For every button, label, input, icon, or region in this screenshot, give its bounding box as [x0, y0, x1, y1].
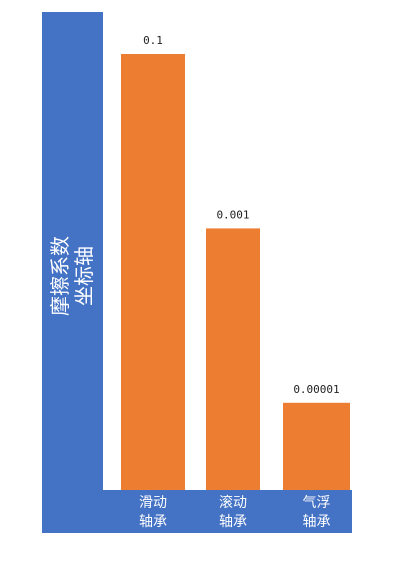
- bar: [206, 228, 260, 490]
- value-label: 0.1: [143, 34, 163, 47]
- x-tick-label: 滚动 轴承: [219, 495, 247, 530]
- bar: [283, 402, 350, 490]
- y-axis-label: 摩擦系数 坐标轴: [48, 236, 96, 316]
- bar: [121, 54, 185, 490]
- y-axis-bar: [42, 12, 103, 533]
- value-label: 0.00001: [293, 383, 339, 396]
- value-label: 0.001: [216, 208, 249, 221]
- x-axis-bar: [103, 490, 352, 533]
- x-tick-label: 气浮 轴承: [302, 495, 331, 530]
- x-tick-label: 滑动 轴承: [139, 495, 167, 530]
